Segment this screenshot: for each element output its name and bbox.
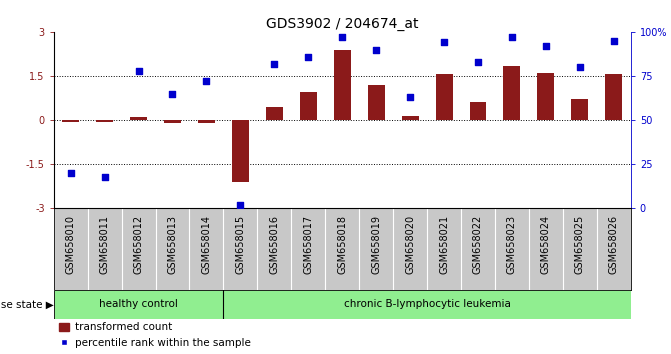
- Text: GSM658023: GSM658023: [507, 215, 517, 274]
- Text: GSM658010: GSM658010: [66, 215, 76, 274]
- Text: GSM658017: GSM658017: [303, 215, 313, 274]
- Text: GSM658024: GSM658024: [541, 215, 551, 274]
- Text: GSM658022: GSM658022: [473, 215, 483, 274]
- Text: healthy control: healthy control: [99, 299, 178, 309]
- Bar: [571, 99, 588, 120]
- Point: [201, 79, 212, 84]
- Bar: [503, 66, 521, 120]
- Text: disease state ▶: disease state ▶: [0, 299, 54, 309]
- Point: [574, 64, 585, 70]
- Bar: [130, 117, 147, 120]
- Point: [235, 202, 246, 207]
- Point: [405, 94, 415, 100]
- Point: [507, 34, 517, 40]
- Text: GSM658015: GSM658015: [236, 215, 246, 274]
- Text: GSM658021: GSM658021: [439, 215, 449, 274]
- Text: GSM658020: GSM658020: [405, 215, 415, 274]
- Text: chronic B-lymphocytic leukemia: chronic B-lymphocytic leukemia: [344, 299, 511, 309]
- Bar: [368, 85, 384, 120]
- Point: [609, 38, 619, 44]
- Bar: [62, 120, 79, 121]
- Point: [472, 59, 483, 65]
- Bar: [605, 74, 622, 120]
- Text: GSM658025: GSM658025: [575, 215, 585, 274]
- Point: [99, 174, 110, 179]
- Point: [167, 91, 178, 96]
- Point: [269, 61, 280, 67]
- Point: [439, 40, 450, 45]
- Bar: [164, 120, 181, 123]
- Point: [133, 68, 144, 74]
- Point: [303, 54, 313, 59]
- Text: GSM658013: GSM658013: [168, 215, 178, 274]
- Point: [371, 47, 382, 52]
- Text: GSM658016: GSM658016: [269, 215, 279, 274]
- Point: [337, 34, 348, 40]
- Bar: [54, 290, 223, 319]
- Bar: [300, 92, 317, 120]
- Text: GSM658026: GSM658026: [609, 215, 619, 274]
- Bar: [402, 116, 419, 120]
- Bar: [266, 107, 282, 120]
- Bar: [537, 73, 554, 120]
- Text: GSM658014: GSM658014: [201, 215, 211, 274]
- Point: [65, 170, 76, 176]
- Text: GSM658012: GSM658012: [134, 215, 144, 274]
- Text: GSM658011: GSM658011: [99, 215, 109, 274]
- Bar: [232, 120, 249, 182]
- Legend: transformed count, percentile rank within the sample: transformed count, percentile rank withi…: [59, 322, 250, 348]
- Text: GSM658019: GSM658019: [371, 215, 381, 274]
- Bar: [470, 102, 486, 120]
- Text: GSM658018: GSM658018: [338, 215, 347, 274]
- Bar: [223, 290, 631, 319]
- Bar: [198, 120, 215, 123]
- Bar: [333, 50, 351, 120]
- Point: [541, 43, 552, 49]
- Title: GDS3902 / 204674_at: GDS3902 / 204674_at: [266, 17, 419, 31]
- Bar: [435, 74, 452, 120]
- Bar: [96, 120, 113, 121]
